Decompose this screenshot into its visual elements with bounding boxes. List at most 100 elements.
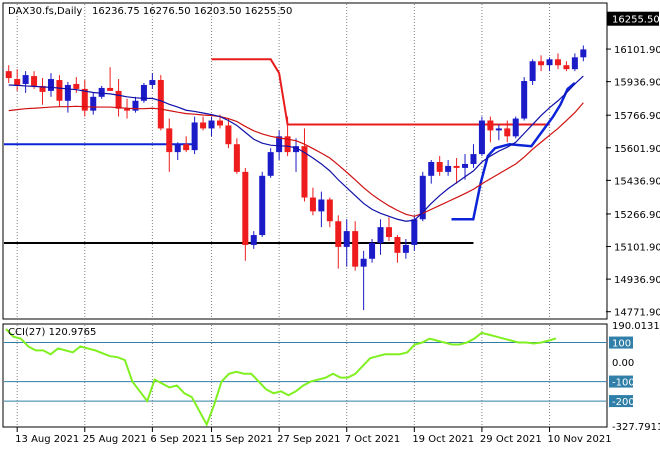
candle-body [31, 76, 38, 86]
candle-body [124, 108, 131, 111]
y-tick-label: 15436.90 [614, 176, 660, 187]
x-tick-label: 13 Aug 2021 [15, 434, 79, 445]
current-price-label: 16255.50 [612, 15, 660, 26]
candle-body [5, 71, 12, 79]
trailing-line-blue [451, 82, 576, 221]
x-tick-label: 19 Oct 2021 [412, 434, 474, 445]
ohlc-readout: 16236.75 16276.50 16203.50 16255.50 [92, 6, 292, 17]
candle-body [107, 87, 114, 91]
cci-level-tag [609, 375, 633, 388]
cci-tick-label: 190.0131 [612, 321, 660, 332]
y-tick-label: 15101.90 [614, 243, 660, 254]
x-tick-label: 10 Nov 2021 [548, 434, 612, 445]
candle-body [419, 175, 426, 220]
y-tick-label: 14936.90 [614, 275, 660, 286]
candle-body [250, 235, 257, 245]
candle-body [402, 244, 409, 253]
x-tick-label: 25 Aug 2021 [83, 434, 147, 445]
candle-body [174, 144, 181, 153]
candle-body [267, 152, 274, 176]
current-price-tag [607, 11, 659, 26]
candle-body [504, 128, 511, 137]
candle-body [428, 161, 435, 176]
time-axis: 13 Aug 2021 25 Aug 2021 6 Sep 2021 15 Sep 2… [15, 427, 612, 445]
x-tick-label: 6 Sep 2021 [150, 434, 207, 445]
candle-body [98, 87, 105, 97]
candle-body [521, 81, 528, 119]
cci-title: CCI(27) 120.9765 [8, 327, 96, 338]
candle-body [554, 59, 561, 66]
cci-pane-frame [2, 323, 608, 428]
cci-tick-label: 0.00 [612, 358, 634, 369]
cci-tick-label: 100 [612, 339, 631, 350]
candle-body [115, 90, 122, 109]
candles [5, 45, 587, 311]
y-tick-label: 15766.90 [614, 111, 660, 122]
ma-fast-line [8, 75, 584, 222]
cci-level-tag [609, 336, 633, 349]
y-tick-label: 15936.90 [614, 78, 660, 89]
candle-body [14, 79, 21, 85]
candle-body [191, 122, 198, 151]
candle-body [495, 128, 502, 131]
resistance-line-red [211, 58, 550, 126]
candle-body [208, 120, 215, 129]
candle-body [90, 96, 97, 111]
candle-body [284, 136, 291, 153]
candle-body [453, 165, 460, 168]
candle-body [293, 146, 300, 153]
candle-body [22, 75, 29, 84]
candle-body [309, 197, 316, 212]
candle-body [546, 59, 553, 66]
candle-body [157, 80, 164, 129]
candle-body [563, 65, 570, 70]
candle-body [39, 85, 46, 92]
candle-body [276, 136, 283, 153]
symbol-title: DAX30.fs,Daily [8, 6, 82, 17]
candle-body [73, 83, 80, 89]
candle-body [200, 122, 207, 129]
candle-body [529, 61, 536, 82]
candle-body [462, 163, 469, 168]
candle-body [335, 221, 342, 247]
candle-body [352, 231, 359, 267]
cci-tick-label: -327.7911 [612, 422, 660, 433]
candle-body [538, 61, 545, 66]
candle-body [445, 165, 452, 172]
candle-body [149, 80, 156, 85]
candle-body [318, 199, 325, 212]
x-tick-label: 7 Oct 2021 [345, 434, 400, 445]
candle-body [47, 79, 54, 91]
candle-body [478, 120, 485, 155]
candle-body [132, 100, 139, 111]
cci-tick-label: -200 [612, 397, 635, 408]
candle-body [56, 80, 63, 101]
x-tick-label: 29 Oct 2021 [480, 434, 542, 445]
candle-body [470, 154, 477, 164]
candle-body [360, 258, 367, 267]
cci-level-tag [609, 395, 633, 408]
candle-body [183, 144, 190, 151]
candle-body [394, 237, 401, 253]
candle-body [225, 125, 232, 145]
x-tick-label: 27 Sep 2021 [277, 434, 340, 445]
candle-body [343, 231, 350, 247]
candle-body [81, 88, 88, 111]
candle-body [242, 171, 249, 245]
candle-body [259, 175, 266, 236]
ma-slow-line [8, 102, 584, 217]
candle-body [411, 219, 418, 245]
candle-body [326, 199, 333, 222]
y-tick-label: 15266.90 [614, 210, 660, 221]
x-tick-label: 15 Sep 2021 [210, 434, 273, 445]
candle-body [385, 227, 392, 238]
candle-body [580, 49, 587, 58]
candle-body [140, 84, 147, 101]
cci-line [5, 328, 557, 427]
candle-body [166, 128, 173, 153]
candle-body [64, 84, 71, 101]
candle-body [487, 120, 494, 131]
candle-body [233, 144, 240, 172]
